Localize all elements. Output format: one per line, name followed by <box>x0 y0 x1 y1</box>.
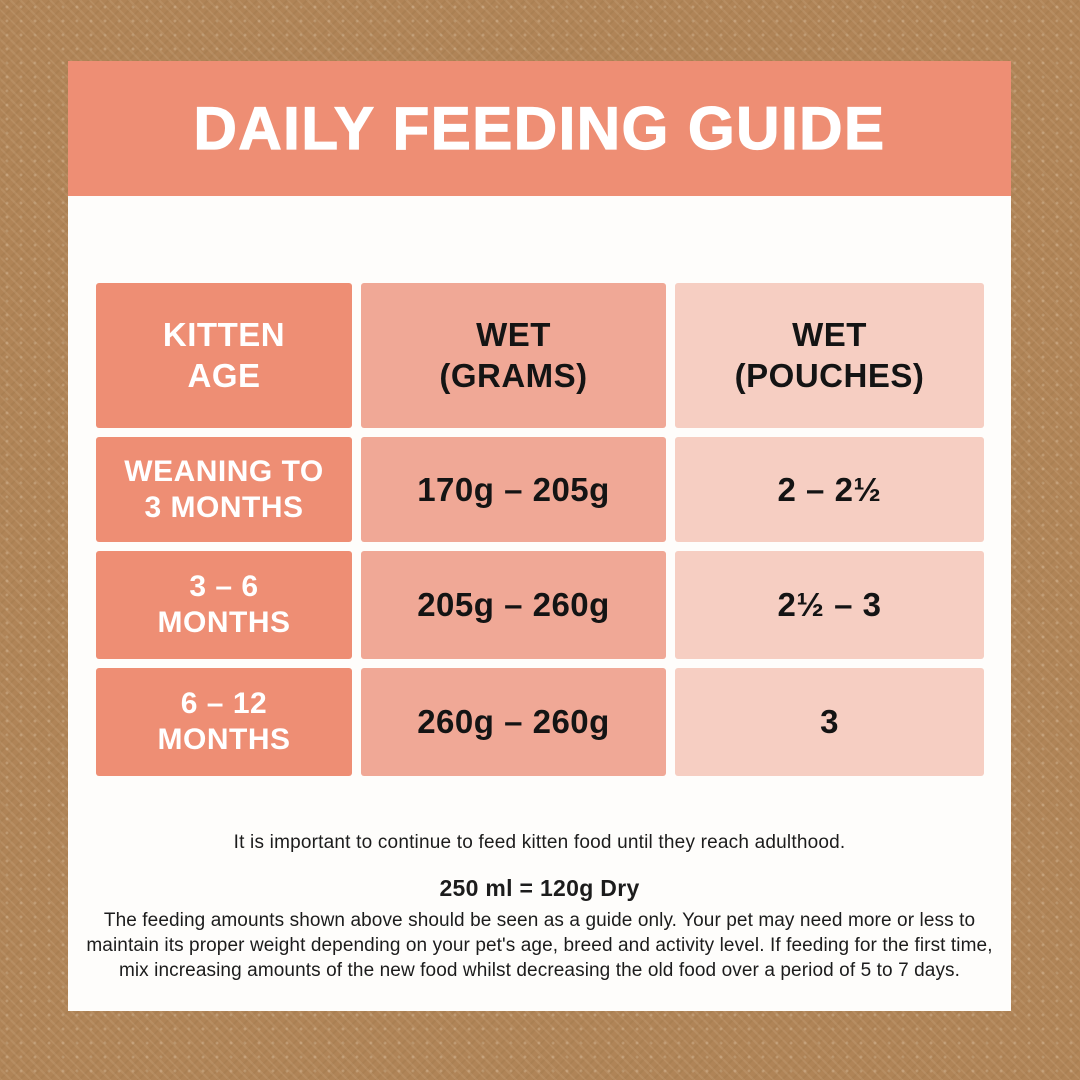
col-header-line: (POUCHES) <box>734 356 925 394</box>
col-header-kitten-age: KITTEN AGE <box>96 283 352 428</box>
row-2-wet-grams-cell: 260g – 260g <box>361 668 666 776</box>
col-header-line: (GRAMS) <box>439 356 588 394</box>
col-header-wet-pouches: WET (POUCHES) <box>675 283 984 428</box>
col-header-wet-grams: WET (GRAMS) <box>361 283 666 428</box>
age-label-line: MONTHS <box>157 723 291 756</box>
row-1-age-cell: 3 – 6 MONTHS <box>96 551 352 659</box>
age-label-line: WEANING TO <box>124 454 324 488</box>
row-1-wet-grams-cell: 205g – 260g <box>361 551 666 659</box>
age-label-line: MONTHS <box>157 606 291 639</box>
wet-grams-value: 170g – 205g <box>417 470 610 508</box>
wet-pouches-value: 3 <box>820 703 839 740</box>
row-0-wet-pouches-cell: 2 – 2½ <box>675 437 984 542</box>
disclaimer-line: The feeding amounts shown above should b… <box>103 910 976 931</box>
feeding-guide-card: DAILY FEEDING GUIDE KITTEN AGE WET (GRAM… <box>68 61 1011 1011</box>
feeding-table: KITTEN AGE WET (GRAMS) WET (POUCHES) WEA… <box>96 283 984 776</box>
row-2-wet-pouches-cell: 3 <box>675 668 984 776</box>
conversion-line: 250 ml = 120g Dry <box>439 875 640 901</box>
row-1-wet-pouches-cell: 2½ – 3 <box>675 551 984 659</box>
wet-grams-value: 260g – 260g <box>417 703 610 740</box>
title-banner: DAILY FEEDING GUIDE <box>68 61 1011 196</box>
col-header-line: KITTEN <box>162 316 286 354</box>
age-label-line: 6 – 12 <box>180 687 268 720</box>
disclaimer-line: mix increasing amounts of the new food w… <box>118 960 961 981</box>
wet-pouches-value: 2½ – 3 <box>777 586 882 623</box>
disclaimer: The feeding amounts shown above should b… <box>68 908 1011 983</box>
row-0-wet-grams-cell: 170g – 205g <box>361 437 666 542</box>
wet-pouches-value: 2 – 2½ <box>777 470 882 508</box>
disclaimer-line: maintain its proper weight depending on … <box>86 935 993 956</box>
wet-grams-value: 205g – 260g <box>417 586 610 623</box>
row-0-age-cell: WEANING TO 3 MONTHS <box>96 437 352 542</box>
age-label-line: 3 – 6 <box>189 570 259 603</box>
col-header-line: WET <box>476 316 551 354</box>
row-2-age-cell: 6 – 12 MONTHS <box>96 668 352 776</box>
age-label-line: 3 MONTHS <box>144 490 304 524</box>
col-header-line: WET <box>792 316 867 354</box>
col-header-line: AGE <box>187 356 261 394</box>
footer-note: It is important to continue to feed kitt… <box>233 832 846 853</box>
page-title: DAILY FEEDING GUIDE <box>193 94 886 162</box>
